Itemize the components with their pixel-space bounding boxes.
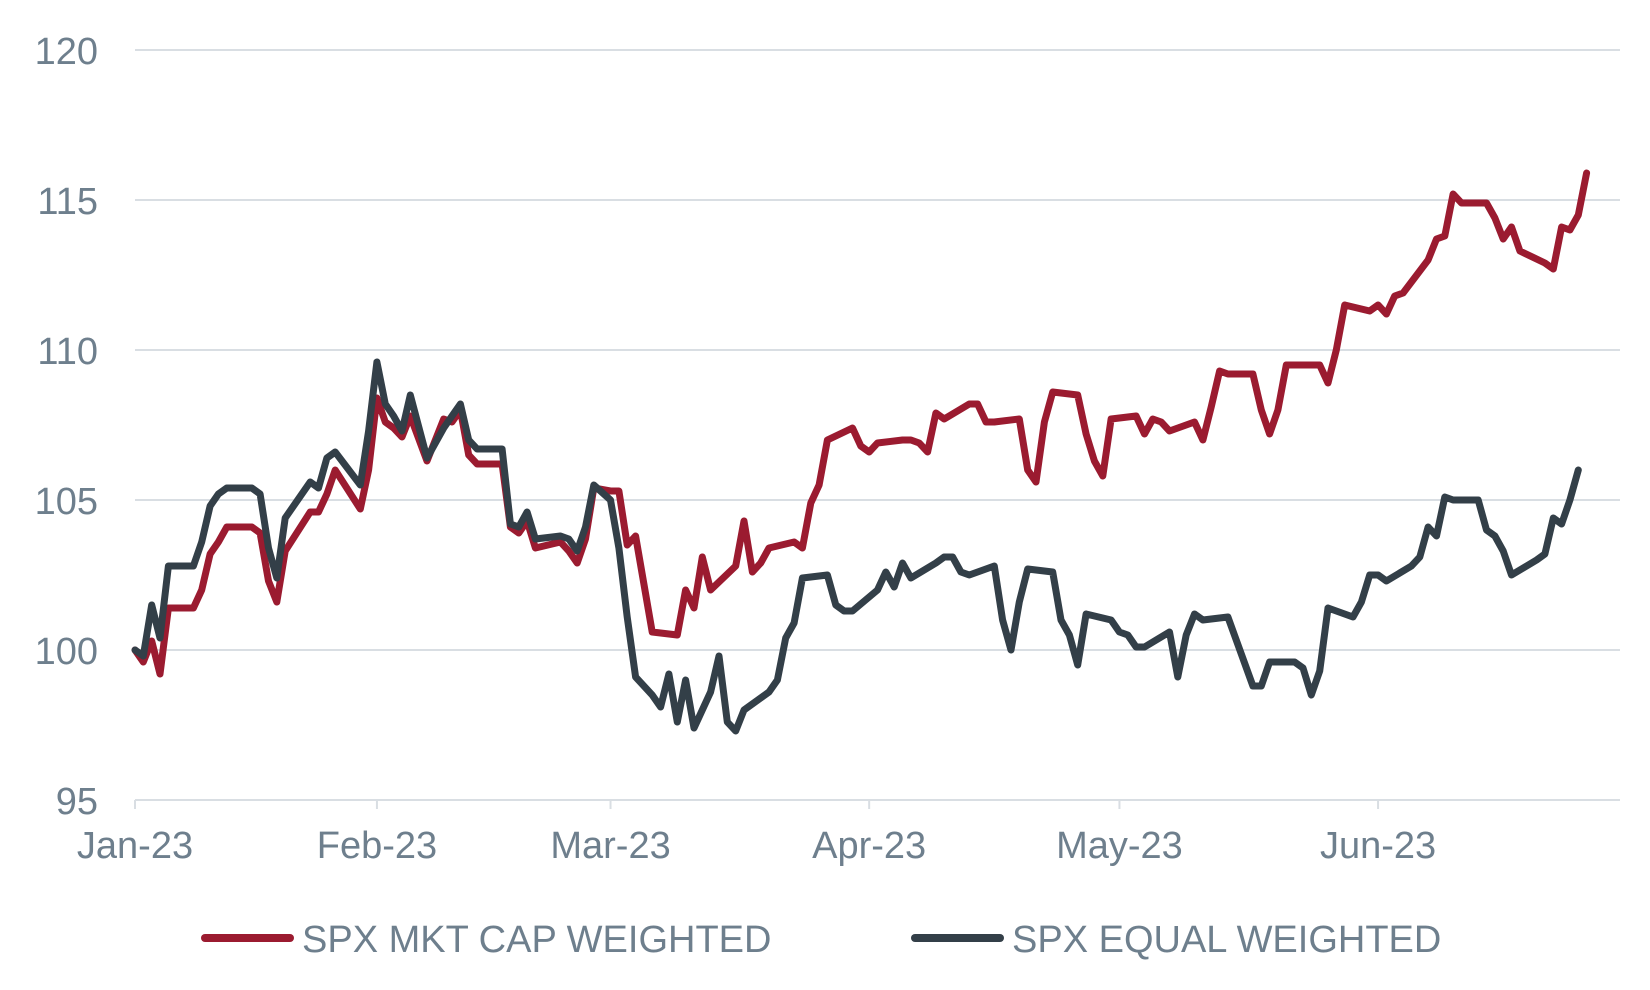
y-tick-label: 115 (37, 181, 98, 223)
x-tick-label-jun-23: Jun-23 (1320, 825, 1436, 867)
y-tick-label: 110 (37, 331, 98, 373)
y-tick-label: 120 (35, 31, 98, 73)
y-tick-label: 95 (56, 781, 98, 823)
legend-label-equal: SPX EQUAL WEIGHTED (1012, 919, 1441, 961)
series-line-spx-mkt-cap-weighted (131, 169, 1591, 678)
x-tick-label-jan-23: Jan-23 (77, 825, 193, 867)
y-tick-label: 100 (35, 631, 98, 673)
y-tick-label: 105 (35, 481, 98, 523)
y-axis-tick-labels: 95 100 105 110 115 120 (35, 31, 98, 823)
x-tick-label-mar-23: Mar-23 (550, 825, 670, 867)
x-tick-label-apr-23: Apr-23 (812, 825, 926, 867)
series-line-spx-equal-weighted (131, 358, 1582, 735)
x-axis (134, 799, 1620, 809)
legend: SPX MKT CAP WEIGHTED SPX EQUAL WEIGHTED (201, 919, 1441, 961)
x-axis-tick-labels: Jan-23 Feb-23 Mar-23 Apr-23 May-23 Jun-23 (77, 825, 1436, 867)
x-tick-label-may-23: May-23 (1056, 825, 1183, 867)
legend-label-mkt-cap: SPX MKT CAP WEIGHTED (302, 919, 771, 961)
grid-lines (135, 49, 1620, 651)
x-tick-label-feb-23: Feb-23 (317, 825, 437, 867)
series-lines (131, 169, 1591, 735)
